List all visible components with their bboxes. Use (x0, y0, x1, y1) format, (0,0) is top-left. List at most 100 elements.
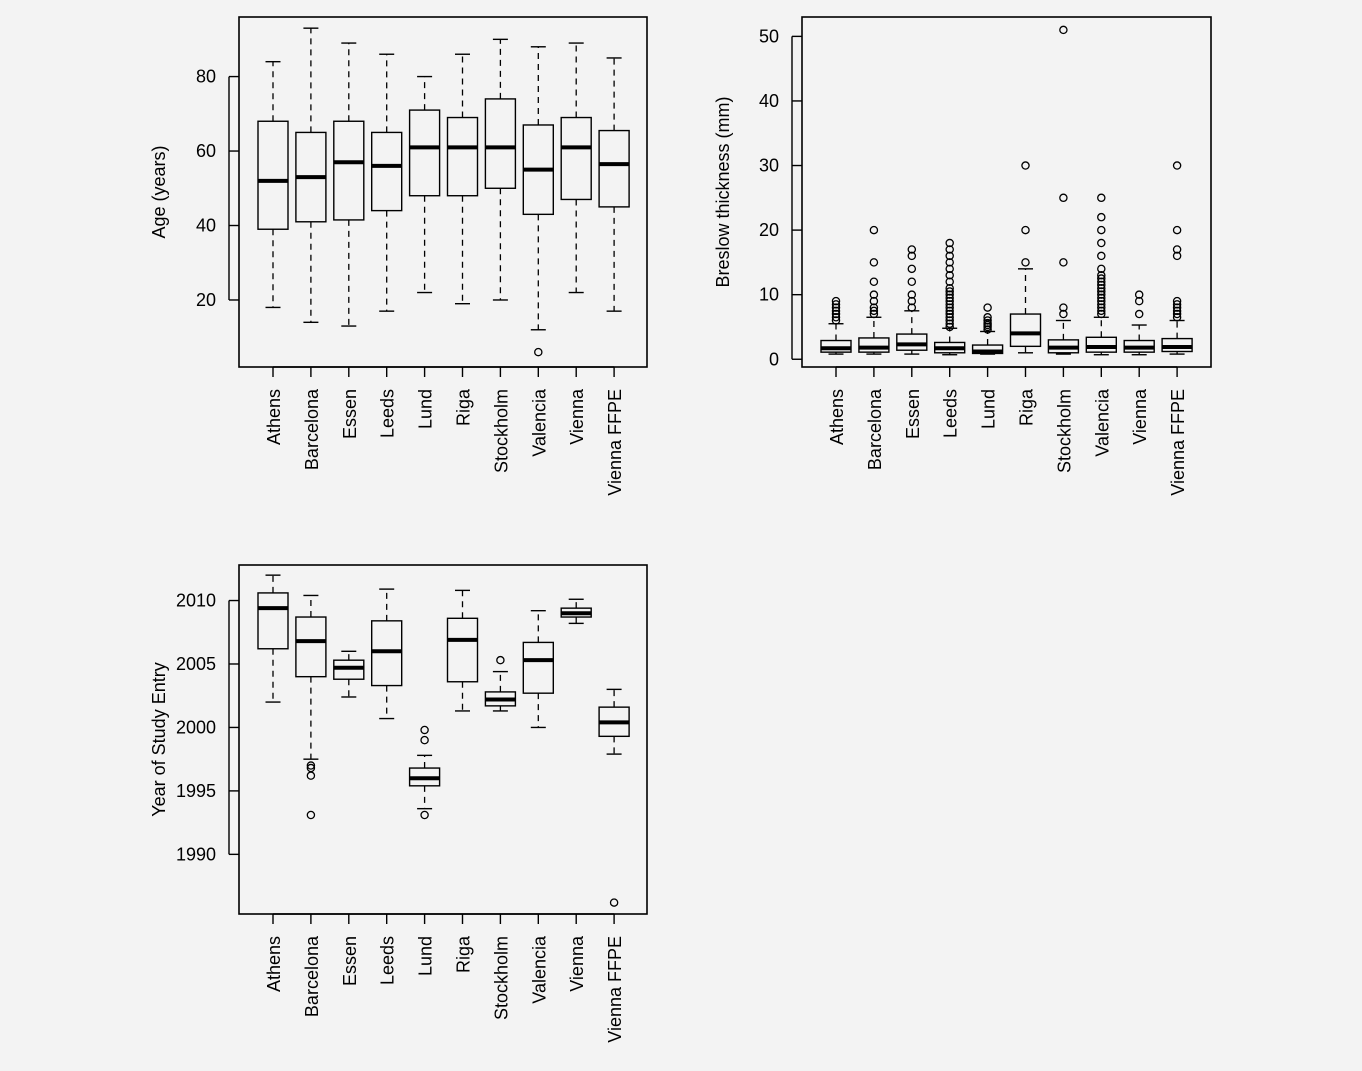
x-tick-label: Essen (340, 936, 360, 986)
y-tick-label: 20 (759, 220, 779, 240)
x-tick-label: Vienna (1130, 388, 1150, 445)
outlier-point (945, 296, 954, 306)
box-athens (257, 60, 289, 309)
x-tick-label: Barcelona (302, 388, 322, 470)
outlier-point (983, 303, 992, 312)
outlier-point (945, 238, 954, 248)
y-tick-label: 30 (759, 156, 779, 176)
box-essen (333, 42, 365, 327)
outlier-point (869, 277, 879, 287)
x-tick-label: Vienna (567, 388, 587, 445)
x-tick-label: Vienna FFPE (1168, 389, 1188, 496)
outlier-point (945, 283, 954, 293)
outlier-point (1097, 274, 1106, 283)
outlier-point (831, 313, 841, 322)
outlier-point (945, 293, 954, 303)
outlier-point (945, 245, 954, 254)
outlier-point (983, 316, 992, 325)
outlier-point (496, 655, 505, 665)
outlier-point (609, 898, 619, 907)
outlier-point (1059, 193, 1068, 203)
y-tick-label: 40 (759, 91, 779, 111)
outlier-point (1059, 303, 1068, 312)
outlier-point (1059, 309, 1068, 319)
x-tick-label: Valencia (529, 935, 549, 1004)
y-axis-label: Age (years) (149, 145, 169, 238)
outlier-point (1021, 161, 1030, 170)
plot-frame (238, 16, 648, 368)
y-tick-label: 1990 (176, 844, 216, 864)
box-stockholm (484, 38, 517, 301)
x-tick-label: Leeds (941, 389, 961, 438)
outlier-point (1097, 280, 1106, 290)
box-barcelona (295, 594, 327, 820)
y-tick-label: 1995 (176, 781, 216, 801)
outlier-point (907, 264, 917, 274)
outlier-point (945, 277, 954, 287)
box-lund (408, 725, 441, 820)
box-lund (971, 303, 1004, 355)
outlier-point (945, 322, 954, 332)
outlier-point (1172, 306, 1182, 316)
outlier-point (983, 318, 992, 328)
outlier-point (945, 300, 954, 309)
box-riga (1009, 161, 1042, 354)
outlier-point (1059, 258, 1068, 267)
box-stockholm (1047, 25, 1080, 355)
x-tick-label: Barcelona (302, 935, 322, 1017)
iqr-box (446, 116, 479, 197)
x-tick-label: Valencia (1092, 388, 1112, 457)
box-riga (446, 589, 479, 712)
iqr-box (522, 641, 554, 694)
outlier-point (831, 303, 841, 312)
iqr-box (896, 333, 928, 351)
outlier-point (306, 763, 316, 773)
outlier-point (945, 306, 954, 316)
x-tick-label: Barcelona (865, 388, 885, 470)
box-vienna-ffpe (598, 57, 630, 312)
outlier-point (945, 251, 954, 261)
outlier-point (1059, 25, 1068, 35)
x-tick-label: Essen (903, 389, 923, 439)
iqr-box (1085, 336, 1118, 353)
outlier-point (1097, 309, 1106, 319)
outlier-point (869, 303, 879, 312)
box-essen (333, 650, 365, 698)
x-tick-label: Essen (340, 389, 360, 439)
outlier-point (1097, 287, 1106, 296)
y-tick-label: 2005 (176, 654, 216, 674)
box-leeds (371, 53, 403, 312)
box-essen (896, 245, 928, 355)
box-stockholm (484, 655, 517, 712)
outlier-point (420, 735, 429, 745)
outlier-point (831, 306, 841, 316)
outlier-point (907, 296, 917, 306)
outlier-point (869, 306, 879, 316)
box-athens (257, 574, 289, 703)
outlier-point (945, 258, 954, 267)
iqr-box (257, 592, 289, 650)
outlier-point (945, 303, 954, 312)
outlier-point (1021, 225, 1030, 235)
iqr-box (371, 131, 403, 212)
x-tick-label: Vienna FFPE (605, 389, 625, 496)
x-tick-label: Stockholm (491, 936, 511, 1020)
box-vienna-ffpe (598, 688, 630, 907)
outlier-point (306, 771, 316, 780)
iqr-box (560, 116, 592, 201)
outlier-point (420, 810, 429, 820)
x-tick-label: Riga (454, 935, 474, 973)
x-tick-label: Lund (979, 389, 999, 429)
outlier-point (1097, 264, 1106, 274)
x-tick-label: Lund (416, 389, 436, 429)
outlier-point (869, 290, 879, 299)
outlier-point (945, 313, 954, 322)
outlier-point (945, 309, 954, 319)
y-tick-label: 0 (769, 349, 779, 369)
y-tick-label: 60 (196, 141, 216, 161)
outlier-point (1172, 225, 1182, 235)
outlier-point (945, 290, 954, 299)
y-tick-label: 20 (196, 290, 216, 310)
outlier-point (306, 761, 316, 770)
